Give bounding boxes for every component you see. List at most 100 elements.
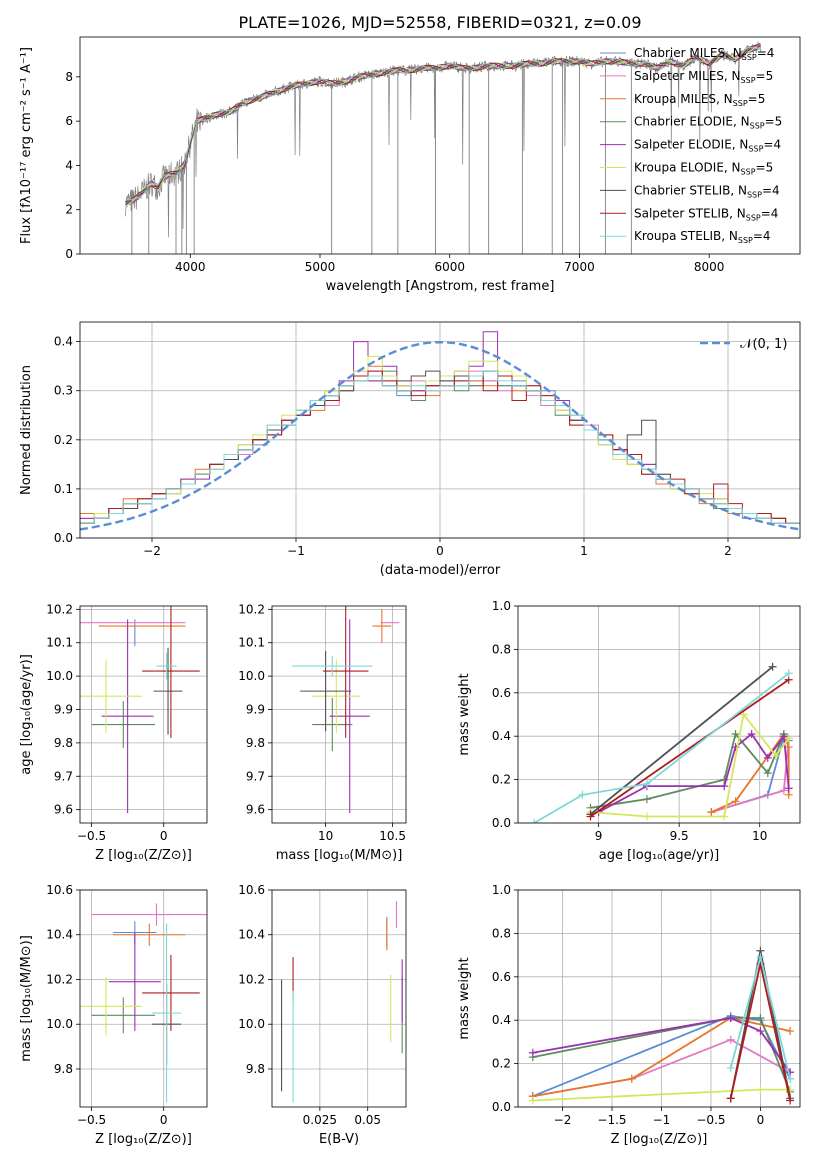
errorbar-point bbox=[113, 923, 186, 946]
panel-mass-vs-EBV: 0.025 0.05 9.8 10.0 10.2 10.4 10.6 E(B-V) bbox=[238, 883, 407, 1147]
y-axis-label: mass weight bbox=[457, 673, 472, 755]
y-tick-label: 0.0 bbox=[54, 531, 73, 545]
panel-age-vs-Z: −0.5 0 9.6 9.7 9.8 9.9 10.0 10.1 10.2 Z [log₁₀(Z/… bbox=[19, 602, 208, 863]
y-tick-label: 0.4 bbox=[492, 1013, 511, 1027]
plot-area-mass-vs-Z bbox=[80, 903, 207, 1103]
weight-marker bbox=[786, 1074, 795, 1083]
x-tick-label: −0.5 bbox=[77, 829, 106, 843]
y-tick-label: 0.8 bbox=[492, 926, 511, 940]
panel-age-vs-mass: 10 10.5 9.6 9.7 9.8 9.9 10.0 10.1 10.2 mass [log₁… bbox=[238, 602, 407, 863]
grid-mass-vs-Z bbox=[80, 889, 207, 1107]
y-tick-label: 0.2 bbox=[54, 433, 73, 447]
legend-label-text: Kroupa MILES, N bbox=[634, 92, 733, 106]
weight-line bbox=[532, 1017, 791, 1093]
weight-marker bbox=[642, 795, 651, 804]
grid-age-vs-mass bbox=[272, 606, 406, 823]
errorbar-point bbox=[91, 903, 207, 926]
x-axis-label: Z [log₁₀(Z/Z⊙)] bbox=[95, 1132, 192, 1147]
weight-line bbox=[589, 679, 790, 818]
x-tick-label: 0 bbox=[757, 1113, 765, 1127]
weight-marker bbox=[756, 1027, 765, 1036]
y-tick-label: 10.1 bbox=[238, 636, 265, 650]
legend-label-tail: =4 bbox=[757, 46, 775, 60]
legend-label-subscript: SSP bbox=[747, 190, 762, 199]
y-tick-label: 9.8 bbox=[54, 736, 73, 750]
legend-label-subscript: SSP bbox=[748, 145, 763, 154]
x-tick-label: −2 bbox=[143, 544, 161, 558]
axes-frame bbox=[79, 889, 208, 1108]
y-tick-label: 10.1 bbox=[46, 636, 73, 650]
y-tick-label: 9.9 bbox=[246, 702, 265, 716]
errorbar-point bbox=[292, 656, 373, 677]
legend-label-tail: =4 bbox=[761, 206, 779, 220]
grid-residual-histogram bbox=[80, 322, 800, 539]
weight-line bbox=[590, 712, 790, 818]
weight-marker bbox=[720, 782, 729, 791]
legend-label-text: Salpeter STELIB, N bbox=[634, 206, 746, 220]
legend-label-subscript: SSP bbox=[741, 168, 756, 177]
y-axis-label: age [log₁₀(age/yr)] bbox=[19, 654, 34, 775]
errorbar-point bbox=[300, 651, 352, 732]
weight-marker bbox=[784, 669, 793, 678]
legend-label-text: Chabrier STELIB, N bbox=[634, 183, 747, 197]
legend-label-text: Kroupa ELODIE, N bbox=[634, 161, 741, 175]
y-tick-label: 9.8 bbox=[246, 736, 265, 750]
errorbar-point bbox=[91, 701, 156, 748]
legend-label: Salpeter ELODIE, NSSP=4 bbox=[634, 138, 781, 154]
x-axis-label: wavelength [Angstrom, rest frame] bbox=[326, 279, 555, 294]
legend-label-subscript: SSP bbox=[746, 213, 761, 222]
weight-marker bbox=[784, 784, 793, 793]
errorbar-point bbox=[322, 606, 369, 738]
x-axis-label: E(B-V) bbox=[319, 1132, 359, 1147]
weight-marker bbox=[771, 751, 780, 760]
errorbar-point bbox=[91, 997, 156, 1034]
errorbar-point bbox=[372, 609, 392, 643]
weight-marker bbox=[756, 1085, 765, 1094]
x-tick-label: 4000 bbox=[175, 260, 206, 274]
x-tick-label: 10.5 bbox=[379, 829, 406, 843]
y-tick-label: 0.1 bbox=[54, 482, 73, 496]
y-tick-label: 9.6 bbox=[54, 803, 73, 817]
weight-marker bbox=[726, 1063, 735, 1072]
x-tick-label: 10 bbox=[752, 829, 767, 843]
y-tick-label: 10.4 bbox=[238, 928, 265, 942]
legend-label-text: Chabrier ELODIE, N bbox=[634, 115, 750, 129]
y-tick-label: 0 bbox=[65, 247, 73, 261]
weight-marker bbox=[763, 753, 772, 762]
weight-marker bbox=[726, 1035, 735, 1044]
legend-label: Salpeter STELIB, NSSP=4 bbox=[634, 206, 778, 222]
plot-area-age-vs-mass bbox=[292, 606, 400, 813]
x-tick-label: 1 bbox=[580, 544, 588, 558]
gaussian-curve bbox=[80, 340, 800, 531]
y-tick-label: 10.0 bbox=[46, 669, 73, 683]
x-axis-label: mass [log₁₀(M/M⊙)] bbox=[276, 848, 403, 863]
weight-marker bbox=[627, 1074, 636, 1083]
x-tick-label: 8000 bbox=[694, 260, 725, 274]
y-tick-label: 0.6 bbox=[492, 686, 511, 700]
panel-spectrum: 4000 5000 6000 7000 8000 0 2 4 6 8 wavelength [Ang… bbox=[19, 36, 801, 294]
weight-marker bbox=[784, 743, 793, 752]
axes-frame bbox=[271, 889, 407, 1108]
weight-marker bbox=[763, 769, 772, 778]
weight-marker bbox=[747, 730, 756, 739]
legend-label-tail: =4 bbox=[753, 229, 771, 243]
y-tick-label: 6 bbox=[65, 114, 73, 128]
legend-label-tail: =5 bbox=[756, 161, 774, 175]
weight-marker bbox=[642, 779, 651, 788]
x-tick-label: 0 bbox=[160, 1113, 168, 1127]
spectrum-model-line bbox=[125, 45, 761, 203]
axes-frame bbox=[79, 605, 208, 824]
weight-marker bbox=[786, 1096, 795, 1105]
legend-label: Chabrier ELODIE, NSSP=5 bbox=[634, 115, 782, 131]
axes-frame bbox=[517, 605, 801, 824]
weight-marker bbox=[530, 819, 539, 823]
y-tick-label: 10.0 bbox=[46, 1017, 73, 1031]
y-tick-label: 10.2 bbox=[46, 972, 73, 986]
weight-line bbox=[590, 732, 790, 816]
x-axis-label: age [log₁₀(age/yr)] bbox=[599, 848, 720, 863]
legend-label-tail: =4 bbox=[763, 138, 781, 152]
weight-marker bbox=[756, 953, 765, 962]
x-tick-label: 0.05 bbox=[354, 1113, 381, 1127]
axes-frame bbox=[79, 321, 801, 539]
legend-label: Kroupa MILES, NSSP=5 bbox=[634, 92, 765, 108]
